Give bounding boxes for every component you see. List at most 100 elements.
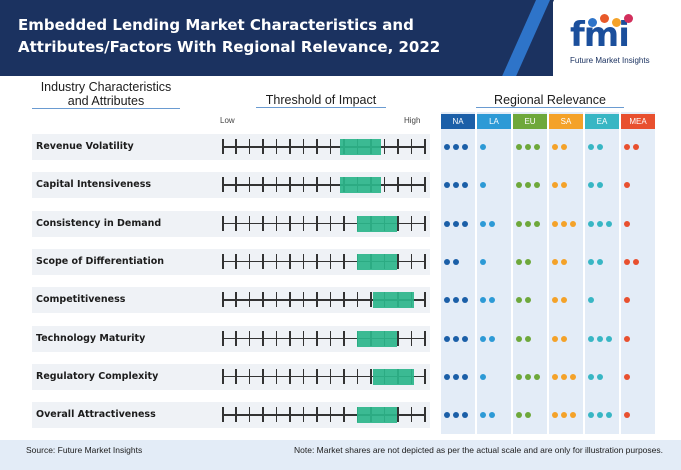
scale-tick bbox=[262, 253, 264, 269]
scale-tick bbox=[329, 368, 332, 384]
region-header-mea: MEA bbox=[621, 114, 655, 129]
region-column-na bbox=[441, 112, 475, 434]
relevance-dots-na bbox=[441, 364, 475, 390]
characteristics-heading-line1: Industry Characteristics bbox=[40, 80, 172, 94]
relevance-dot bbox=[480, 144, 486, 150]
scale-tick bbox=[302, 253, 305, 269]
scale-tick bbox=[397, 407, 399, 423]
scale-tick bbox=[370, 368, 372, 384]
relevance-dots-la bbox=[477, 249, 511, 275]
relevance-dot bbox=[624, 373, 630, 380]
region-header-sa: SA bbox=[549, 114, 583, 129]
relevance-dot bbox=[444, 220, 450, 227]
relevance-dot bbox=[588, 258, 594, 265]
relevance-dots-ea bbox=[585, 364, 619, 390]
scale-tick bbox=[424, 253, 426, 269]
logo-dot bbox=[600, 14, 609, 23]
relevance-dot bbox=[453, 412, 459, 419]
relevance-dot bbox=[588, 220, 594, 227]
relevance-dots-eu bbox=[513, 402, 547, 428]
scale-tick bbox=[235, 139, 237, 154]
relevance-dots-la bbox=[477, 134, 511, 160]
impact-bar bbox=[372, 368, 414, 385]
scale-tick bbox=[248, 368, 251, 384]
scale-tick bbox=[424, 139, 426, 154]
scale-tick bbox=[397, 139, 399, 154]
scale-tick bbox=[289, 215, 291, 231]
relevance-dot bbox=[462, 412, 468, 419]
scale-line bbox=[222, 414, 426, 416]
scale-tick bbox=[235, 177, 237, 193]
scale-tick bbox=[222, 253, 224, 269]
region-header-la: LA bbox=[477, 114, 511, 129]
scale-tick bbox=[222, 215, 224, 231]
relevance-dots-na bbox=[441, 326, 475, 352]
relevance-dot bbox=[480, 335, 486, 342]
relevance-dot bbox=[525, 182, 531, 189]
scale-tick bbox=[248, 177, 251, 193]
scale-tick bbox=[356, 292, 359, 308]
scale-tick bbox=[410, 330, 413, 346]
scale-tick bbox=[262, 330, 264, 346]
relevance-dot bbox=[525, 297, 531, 304]
relevance-dot bbox=[480, 220, 486, 227]
relevance-dot bbox=[552, 373, 558, 380]
scale-tick bbox=[289, 253, 291, 269]
impact-scale bbox=[222, 364, 426, 390]
scale-line bbox=[222, 146, 426, 148]
relevance-dots-eu bbox=[513, 287, 547, 313]
relevance-dot bbox=[480, 182, 486, 189]
scale-tick bbox=[410, 177, 413, 193]
impact-scale bbox=[222, 211, 426, 237]
relevance-dot bbox=[534, 373, 540, 380]
scale-tick bbox=[410, 253, 413, 269]
relevance-dot bbox=[453, 258, 459, 265]
relevance-dot bbox=[552, 182, 558, 189]
impact-scale bbox=[222, 326, 426, 352]
relevance-dot bbox=[561, 258, 567, 265]
relevance-dots-eu bbox=[513, 211, 547, 237]
relevance-dots-mea bbox=[621, 364, 655, 390]
scale-tick bbox=[275, 177, 278, 193]
header: Embedded Lending Market Characteristics … bbox=[0, 0, 681, 76]
relevance-dot bbox=[606, 412, 612, 419]
regional-heading: Regional Relevance bbox=[476, 93, 624, 108]
scale-line bbox=[222, 222, 426, 225]
scale-tick bbox=[275, 407, 278, 423]
relevance-dots-la bbox=[477, 326, 511, 352]
scale-tick bbox=[316, 215, 318, 231]
relevance-dots-na bbox=[441, 249, 475, 275]
scale-tick bbox=[383, 177, 386, 193]
relevance-dot bbox=[588, 144, 594, 150]
row-label: Technology Maturity bbox=[36, 332, 146, 344]
row-label: Consistency in Demand bbox=[36, 217, 162, 229]
row-label: Capital Intensiveness bbox=[36, 179, 152, 191]
relevance-dot bbox=[444, 335, 450, 342]
scale-tick bbox=[410, 139, 413, 154]
relevance-dot bbox=[624, 144, 630, 150]
scale-tick bbox=[222, 407, 224, 423]
scale-tick bbox=[343, 253, 345, 269]
impact-scale bbox=[222, 134, 426, 160]
relevance-dots-na bbox=[441, 172, 475, 198]
scale-tick bbox=[397, 253, 399, 269]
scale-tick bbox=[222, 368, 224, 384]
relevance-dot bbox=[561, 297, 567, 304]
scale-tick bbox=[302, 177, 305, 193]
scale-tick bbox=[329, 215, 332, 231]
relevance-dot bbox=[624, 220, 630, 227]
footer-note: Note: Market shares are not depicted as … bbox=[293, 445, 663, 455]
relevance-dot bbox=[597, 182, 603, 189]
scale-tick bbox=[235, 292, 237, 308]
scale-tick bbox=[424, 292, 426, 308]
scale-tick bbox=[235, 330, 237, 346]
relevance-dot bbox=[588, 297, 594, 304]
scale-tick bbox=[248, 330, 251, 346]
relevance-dot bbox=[588, 335, 594, 342]
relevance-dot bbox=[624, 412, 630, 419]
relevance-dot bbox=[552, 335, 558, 342]
relevance-dot bbox=[597, 412, 603, 419]
relevance-dot bbox=[444, 144, 450, 150]
scale-tick bbox=[329, 253, 332, 269]
relevance-dot bbox=[561, 412, 567, 419]
